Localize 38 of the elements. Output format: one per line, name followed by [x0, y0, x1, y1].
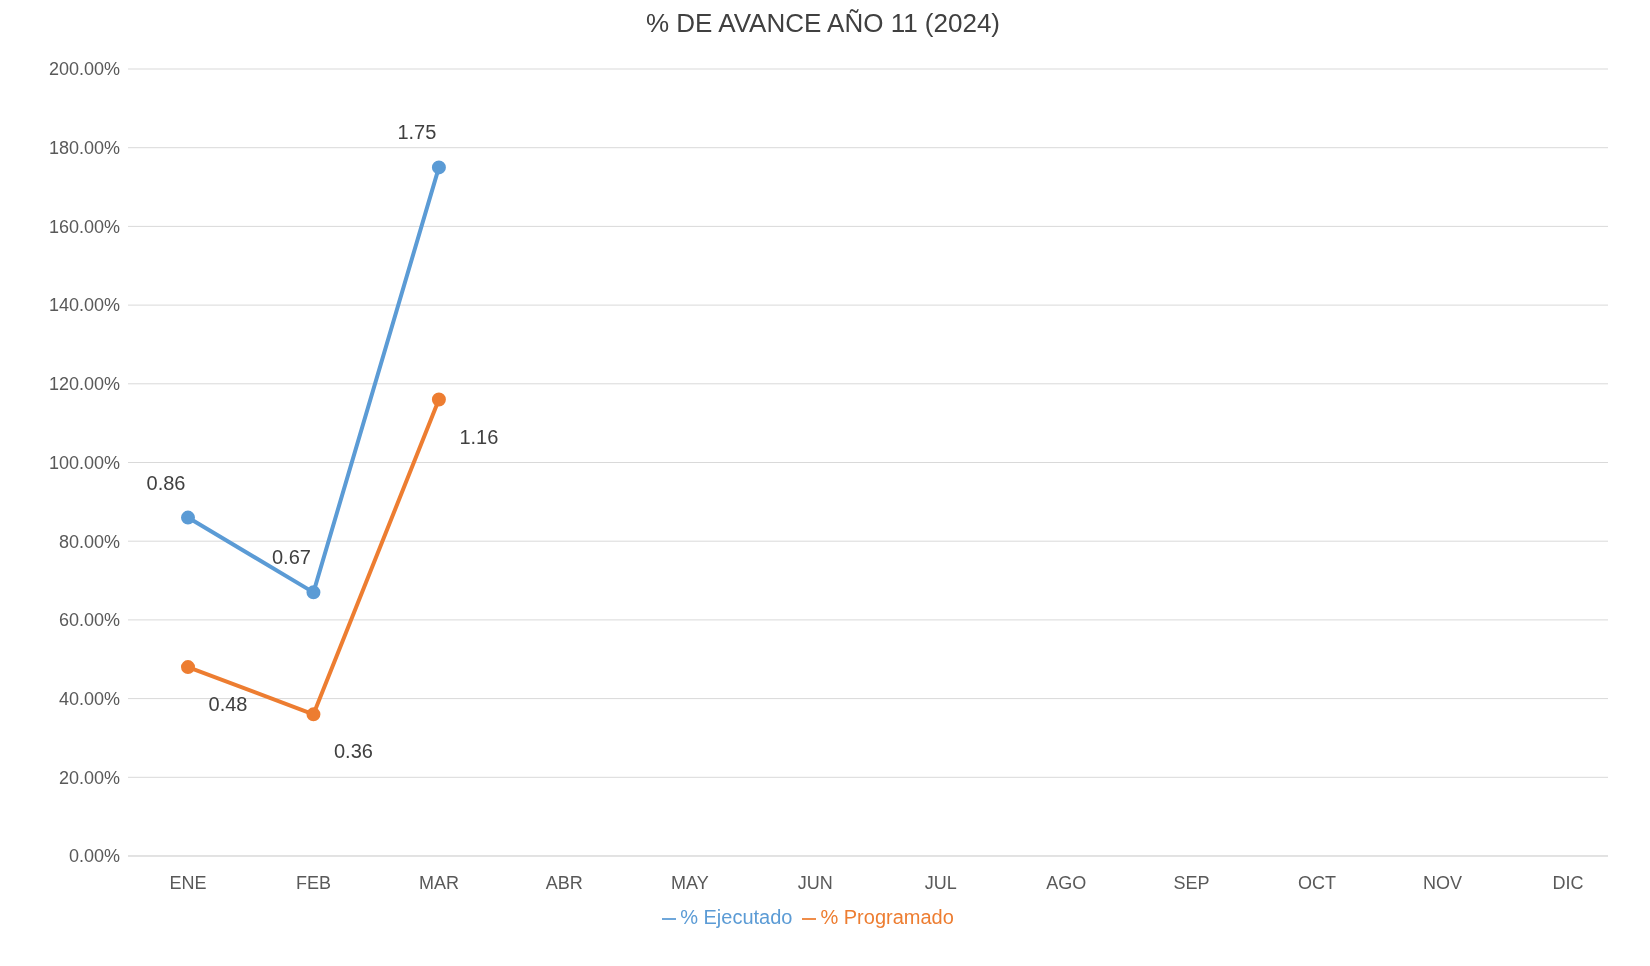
- data-label: 0.86: [146, 471, 186, 494]
- legend-label: % Programado: [820, 906, 954, 928]
- point: [431, 160, 446, 175]
- x-tick-label: OCT: [1298, 872, 1337, 893]
- y-tick-label: 160.00%: [48, 216, 120, 237]
- y-tick-label: 140.00%: [48, 295, 120, 316]
- x-tick-label: ABR: [545, 872, 583, 893]
- chart-title: % DE AVANCE AÑO 11 (2024): [644, 8, 1001, 39]
- y-tick-label: 120.00%: [48, 374, 120, 395]
- y-tick-label: 180.00%: [48, 138, 120, 159]
- x-tick-label: DIC: [1552, 872, 1584, 893]
- x-tick-label: JUN: [797, 872, 833, 893]
- data-label: 0.48: [208, 693, 248, 716]
- data-label: 0.36: [333, 740, 373, 763]
- point: [431, 392, 446, 407]
- y-tick-label: 20.00%: [58, 767, 120, 788]
- y-tick-label: 80.00%: [58, 531, 120, 552]
- data-label: 1.16: [459, 425, 499, 448]
- point: [306, 707, 321, 722]
- x-tick-label: ENE: [169, 872, 207, 893]
- y-tick-label: 200.00%: [48, 59, 120, 80]
- point: [306, 585, 321, 600]
- legend-label: % Ejecutado: [680, 906, 793, 928]
- y-tick-label: 0.00%: [68, 846, 120, 867]
- x-tick-label: MAY: [670, 872, 709, 893]
- y-tick-label: 60.00%: [58, 610, 120, 631]
- x-tick-label: NOV: [1423, 872, 1463, 893]
- y-tick-label: 100.00%: [48, 452, 120, 473]
- point: [181, 510, 195, 525]
- x-tick-label: FEB: [295, 872, 331, 893]
- x-tick-label: AGO: [1046, 872, 1087, 893]
- point: [181, 660, 195, 675]
- data-label: 1.75: [397, 121, 437, 144]
- x-tick-label: JUL: [924, 872, 957, 893]
- y-tick-label: 40.00%: [58, 688, 120, 709]
- x-tick-label: MAR: [418, 872, 459, 893]
- x-tick-label: SEP: [1173, 872, 1210, 893]
- data-label: 0.67: [271, 546, 311, 569]
